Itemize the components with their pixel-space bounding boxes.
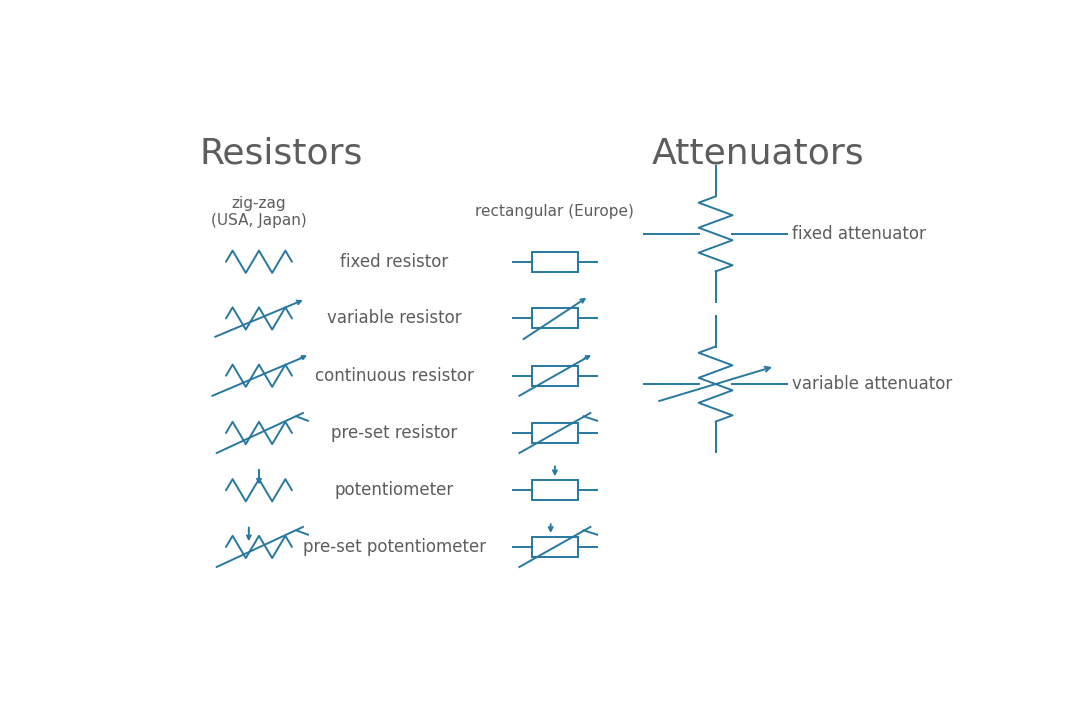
- Bar: [531, 308, 578, 329]
- Text: continuous resistor: continuous resistor: [315, 367, 473, 385]
- Bar: [531, 423, 578, 443]
- Text: fixed resistor: fixed resistor: [340, 253, 448, 271]
- Text: fixed attenuator: fixed attenuator: [792, 225, 925, 243]
- Text: Resistors: Resistors: [200, 136, 363, 170]
- Text: variable attenuator: variable attenuator: [792, 375, 952, 393]
- Text: pre-set resistor: pre-set resistor: [332, 424, 457, 442]
- Bar: [531, 252, 578, 271]
- Text: variable resistor: variable resistor: [327, 310, 461, 328]
- Text: potentiometer: potentiometer: [335, 482, 454, 499]
- Bar: [531, 537, 578, 557]
- Bar: [531, 480, 578, 500]
- Text: pre-set potentiometer: pre-set potentiometer: [302, 538, 485, 556]
- Text: zig-zag
(USA, Japan): zig-zag (USA, Japan): [211, 196, 307, 228]
- Text: Attenuators: Attenuators: [651, 136, 864, 170]
- Bar: [531, 366, 578, 386]
- Text: rectangular (Europe): rectangular (Europe): [476, 204, 634, 219]
